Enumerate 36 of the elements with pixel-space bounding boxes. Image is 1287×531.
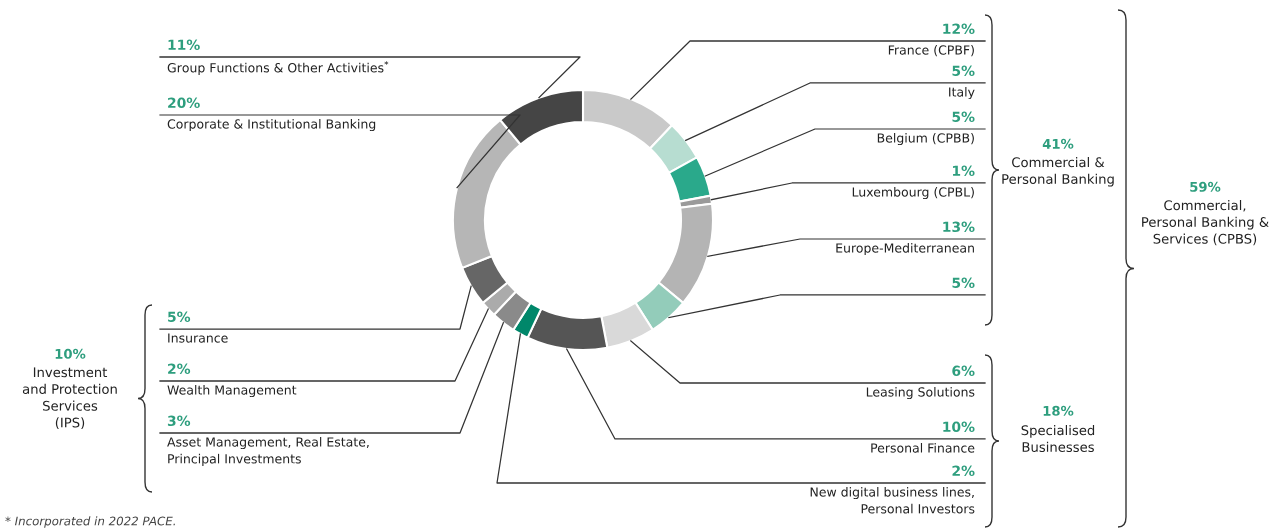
slice-label: Italy	[949, 87, 975, 100]
slice-label: Corporate & Institutional Banking	[167, 119, 376, 132]
text: Investment and Protection Services (IPS)	[22, 367, 117, 430]
text: 41%	[1042, 138, 1074, 149]
data-label: 5%	[952, 65, 975, 77]
text: 59%	[1190, 181, 1221, 192]
data-label: 10%	[943, 421, 975, 433]
data-label: 6%	[952, 365, 975, 377]
slice-label: Insurance	[168, 333, 228, 343]
data-label: 2%	[168, 363, 191, 375]
data-label: 1%	[952, 165, 975, 177]
data-label: 20%	[168, 97, 200, 109]
text: Specialised Businesses	[1021, 425, 1095, 452]
slice-label: Personal Finance	[871, 443, 975, 453]
text: Commercial & Personal Banking	[1002, 157, 1114, 187]
text: 18%	[1043, 405, 1074, 416]
slice-label: France (CPBF)	[888, 45, 974, 57]
data-label: 12%	[943, 23, 975, 35]
slice-label: Group Functions & Other Activities$^{*}$	[167, 61, 389, 75]
text: * Incorporated in 2022 PACE.	[5, 516, 175, 528]
slice-label: Europe-Mediterranean	[836, 243, 974, 256]
data-label: 5%	[168, 311, 191, 323]
data-label: 11%	[168, 39, 200, 51]
text: Commercial, Personal Banking & Services (CPBS)	[1142, 200, 1269, 246]
slice-label: Wealth Management	[167, 385, 297, 398]
slice-label: Leasing Solutions	[866, 387, 975, 400]
data-label: 5%	[952, 277, 975, 289]
slice-label: Belgium (CPBB)	[877, 133, 974, 146]
data-label: 3%	[167, 415, 191, 427]
text: 10%	[55, 348, 86, 359]
data-label: 2%	[952, 465, 975, 477]
slice-label: Luxembourg (CPBL)	[852, 187, 974, 200]
data-label: 13%	[943, 221, 975, 233]
data-label: 5%	[952, 111, 975, 123]
slice-label: New digital business lines, Personal Investors	[810, 487, 975, 514]
slice-label: Asset Management, Real Estate, Principal Investments	[167, 437, 369, 466]
